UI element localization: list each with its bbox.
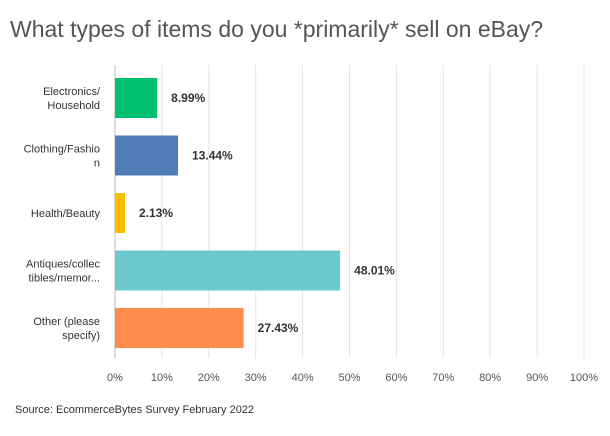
category-label: Other (please specify): [33, 316, 100, 342]
value-label: 48.01%: [354, 264, 395, 278]
bars: [115, 78, 341, 348]
x-tick-label: 20%: [198, 372, 220, 384]
x-tick-label: 90%: [526, 372, 548, 384]
x-tick-label: 10%: [151, 372, 173, 384]
bar: [115, 250, 341, 291]
value-label: 8.99%: [171, 91, 205, 105]
source-note: Source: EcommerceBytes Survey February 2…: [15, 404, 255, 416]
value-label: 2.13%: [139, 206, 173, 220]
gridlines: [114, 65, 585, 358]
bar: [115, 135, 179, 176]
bar-chart: 0% 10% 20% 30% 40% 50% 60% 70% 80% 90% 100% Electro…: [24, 65, 599, 384]
x-tick-label: 80%: [479, 372, 501, 384]
bar: [115, 193, 125, 233]
x-tick-label: 100%: [570, 372, 598, 384]
value-label: 13.44%: [192, 149, 233, 163]
bar: [115, 308, 244, 348]
x-tick-label: 70%: [432, 372, 454, 384]
x-tick-label: 40%: [292, 372, 314, 384]
value-label: 27.43%: [258, 321, 299, 335]
x-tick-label: 0%: [107, 372, 123, 384]
category-label: Electronics/Household: [43, 86, 101, 112]
labels: 0% 10% 20% 30% 40% 50% 60% 70% 80% 90% 100% Electro…: [24, 86, 599, 384]
category-label: Clothing/Fashio n: [24, 144, 100, 170]
category-label: Antiques/collec tibles/memor...: [26, 259, 100, 285]
bar: [115, 78, 158, 118]
x-tick-label: 50%: [338, 372, 360, 384]
category-label: Health/Beauty: [31, 208, 101, 220]
x-tick-label: 30%: [245, 372, 267, 384]
x-tick-label: 60%: [385, 372, 407, 384]
chart-title: What types of items do you *primarily* s…: [10, 16, 544, 42]
